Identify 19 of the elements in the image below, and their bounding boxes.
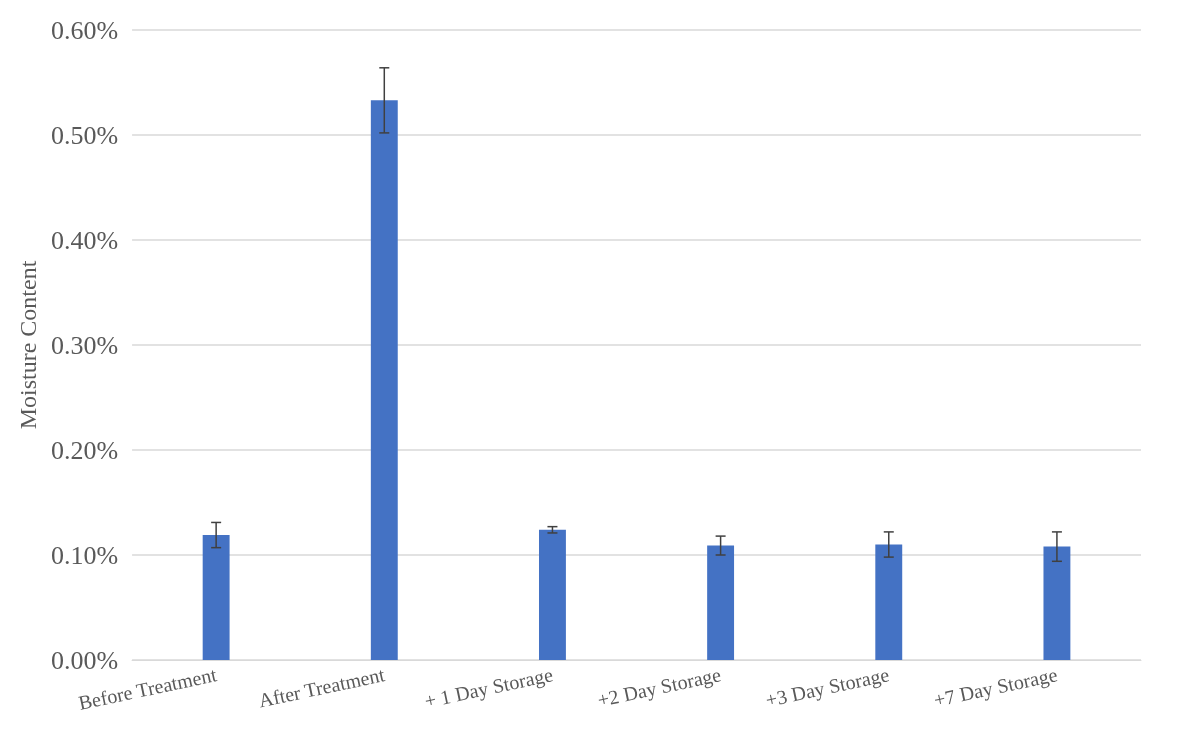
y-tick-label: 0.50%: [50, 120, 119, 150]
y-tick-label: 0.30%: [50, 330, 119, 360]
x-tick-label: +3 Day Storage: [763, 663, 892, 712]
x-tick-label: +2 Day Storage: [595, 663, 724, 712]
y-axis-title: Moisture Content: [15, 260, 41, 430]
x-tick-label: + 1 Day Storage: [422, 663, 556, 713]
y-tick-label: 0.10%: [50, 540, 119, 570]
bar: [875, 544, 903, 660]
y-tick-label: 0.00%: [50, 645, 119, 675]
bar: [370, 100, 398, 660]
y-tick-label: 0.20%: [50, 435, 119, 465]
y-tick-label: 0.40%: [50, 225, 119, 255]
bar: [1043, 546, 1071, 660]
x-tick-label: +7 Day Storage: [931, 663, 1060, 712]
bar: [539, 529, 566, 660]
bar: [707, 545, 735, 660]
bar: [202, 535, 230, 660]
x-tick-label: After Treatment: [256, 663, 388, 712]
y-tick-label: 0.60%: [50, 15, 119, 45]
